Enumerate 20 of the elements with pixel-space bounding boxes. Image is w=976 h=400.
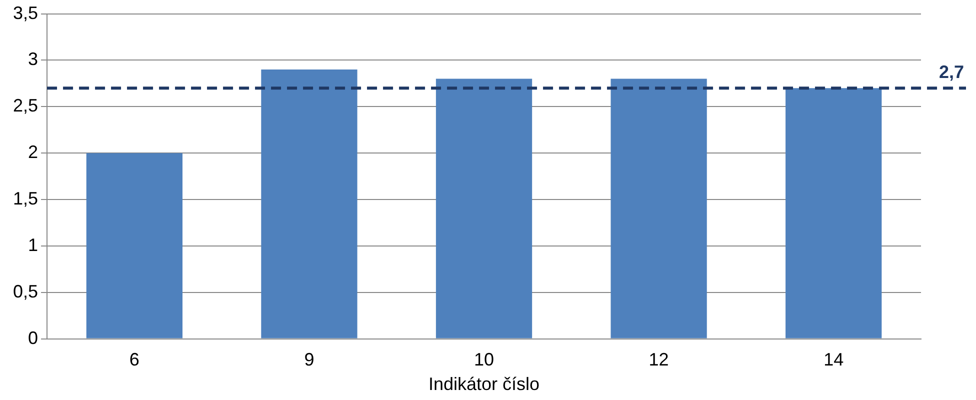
x-tick-label: 14	[824, 350, 844, 370]
bar	[610, 78, 707, 338]
y-tick-label: 1,5	[12, 188, 38, 208]
bar	[786, 88, 882, 338]
y-tick-label: 2,5	[12, 96, 38, 116]
y-tick-label: 2	[28, 142, 38, 162]
y-tick-label: 0	[28, 328, 38, 348]
y-tick-label: 3	[28, 49, 38, 70]
y-tick-label: 3,5	[12, 2, 38, 23]
y-tick-label: 1	[28, 234, 38, 255]
bar	[261, 70, 358, 338]
x-axis-title: Indikátor číslo	[428, 374, 540, 394]
x-tick-label: 9	[304, 350, 314, 370]
x-tick-label: 12	[648, 350, 669, 370]
bar	[86, 153, 182, 338]
ref-line-label: 2,7	[938, 62, 964, 82]
bar	[436, 78, 532, 338]
x-tick-label: 10	[474, 350, 494, 370]
x-tick-label: 6	[129, 350, 140, 370]
y-tick-label: 0,5	[12, 281, 38, 302]
